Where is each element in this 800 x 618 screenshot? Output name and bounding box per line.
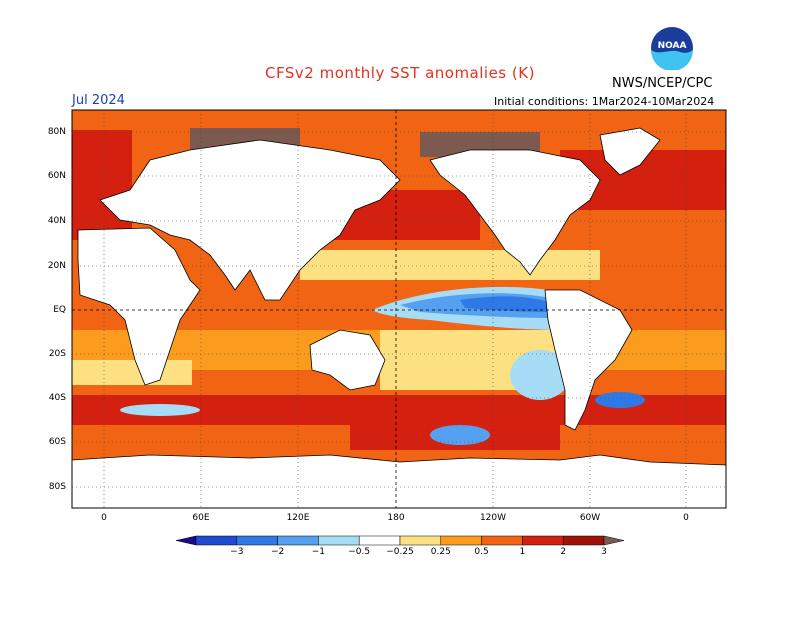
- land-masses: [72, 127, 726, 508]
- lon-label: 0: [101, 513, 107, 523]
- graticule: [72, 110, 726, 508]
- colorbar-swatch: [562, 535, 605, 546]
- colorbar-label: −3: [230, 547, 244, 557]
- lat-label: 60S: [48, 437, 66, 447]
- colorbar-label: 0.25: [430, 547, 451, 557]
- map-title: CFSv2 monthly SST anomalies (K): [265, 64, 535, 82]
- lon-label: 120W: [479, 513, 507, 523]
- lat-label: 40S: [48, 393, 66, 403]
- logo-text: NOAA: [658, 41, 687, 51]
- cool-patch: [510, 350, 570, 400]
- anomaly-strong-region: [72, 130, 132, 240]
- australia: [309, 329, 386, 391]
- cool-patch: [430, 425, 490, 445]
- lat-label: 80S: [48, 482, 66, 492]
- antarctica: [72, 454, 726, 508]
- cool-patch: [120, 404, 200, 416]
- lat-label: 80N: [47, 127, 66, 137]
- anomaly-light-band: [72, 360, 192, 385]
- agency-label: NWS/NCEP/CPC: [612, 76, 713, 91]
- eurasia: [99, 139, 401, 301]
- lat-label: 20S: [48, 349, 66, 359]
- cold-tongue-strong: [460, 296, 548, 312]
- north-america: [429, 149, 601, 276]
- noaa-logo: NOAA: [651, 27, 693, 70]
- colorbar-label: −0.5: [348, 547, 371, 557]
- lon-label: 0: [683, 513, 689, 523]
- colorbar-label: 2: [560, 547, 567, 557]
- lat-label: 60N: [47, 171, 66, 181]
- colorbar-swatch: [399, 535, 442, 546]
- equator-dateline: [72, 110, 726, 508]
- colorbar-arrow-high: [603, 535, 625, 546]
- lon-label: 180: [387, 513, 405, 523]
- colorbar-swatch: [522, 535, 564, 546]
- lat-label: EQ: [53, 305, 66, 315]
- colorbar-label: 3: [601, 547, 607, 557]
- lat-label: 20N: [47, 261, 66, 271]
- colorbar-swatch: [277, 535, 319, 546]
- colorbar-arrow-low: [175, 535, 197, 546]
- africa: [77, 227, 201, 386]
- colorbar: [175, 535, 625, 546]
- colorbar-swatch: [358, 535, 401, 546]
- initial-conditions: Initial conditions: 1Mar2024-10Mar2024: [494, 95, 715, 108]
- colorbar-label: 0.5: [474, 547, 489, 557]
- colorbar-swatch: [195, 535, 238, 546]
- lat-label: 40N: [47, 216, 66, 226]
- colorbar-swatch: [440, 535, 482, 546]
- lon-label: 120E: [286, 513, 310, 523]
- colorbar-swatch: [481, 535, 523, 546]
- lon-label: 60W: [579, 513, 601, 523]
- greenland: [599, 127, 661, 176]
- cool-patch: [595, 392, 645, 408]
- lon-label: 60E: [192, 513, 210, 523]
- colorbar-swatch: [318, 535, 360, 546]
- valid-month: Jul 2024: [72, 93, 125, 108]
- colorbar-label: −0.25: [386, 547, 414, 557]
- colorbar-label: −1: [311, 547, 326, 557]
- anomaly-light-band: [300, 250, 600, 280]
- colorbar-swatch: [236, 535, 278, 546]
- colorbar-label: −2: [270, 547, 285, 557]
- colorbar-label: 1: [519, 547, 526, 557]
- map-frame: [71, 109, 727, 509]
